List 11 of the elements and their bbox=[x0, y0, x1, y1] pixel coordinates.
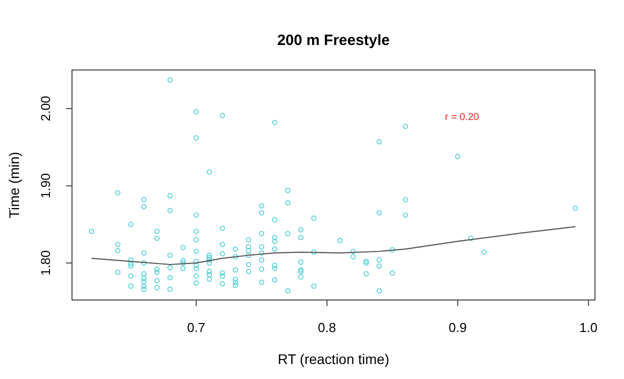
x-tick-label: 1.0 bbox=[579, 320, 598, 335]
chart-title: 200 m Freestyle bbox=[277, 32, 390, 49]
y-tick-label: 1.80 bbox=[38, 250, 53, 276]
annotation: r = 0.20 bbox=[444, 112, 480, 123]
y-axis-title: Time (min) bbox=[6, 152, 22, 218]
y-tick-label: 2.00 bbox=[38, 96, 53, 122]
x-axis-title: RT (reaction time) bbox=[278, 351, 390, 367]
x-tick-label: 0.7 bbox=[187, 320, 206, 335]
y-tick-label: 1.90 bbox=[38, 173, 53, 198]
x-tick-label: 0.9 bbox=[448, 320, 467, 335]
x-tick-label: 0.8 bbox=[318, 320, 336, 335]
